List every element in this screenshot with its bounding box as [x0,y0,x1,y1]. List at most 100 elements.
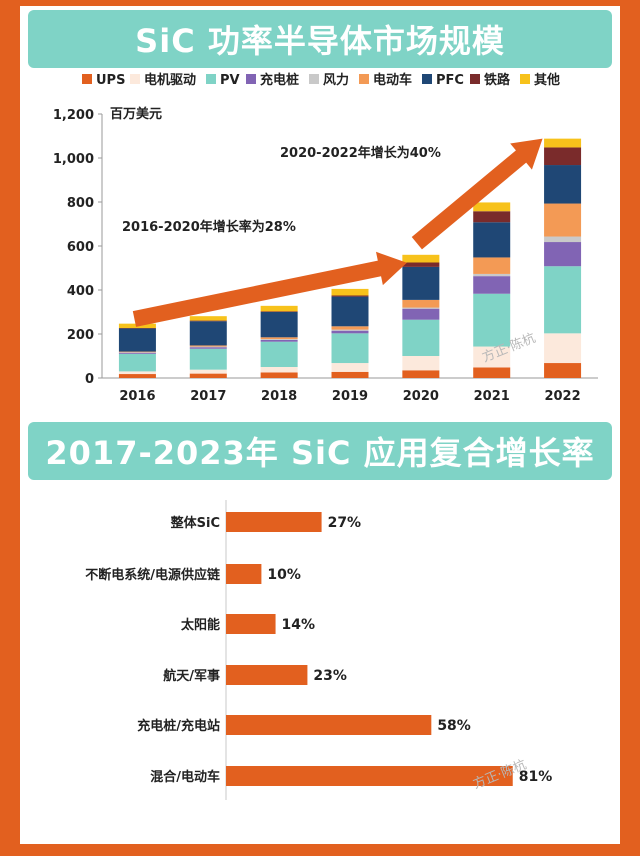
trend-arrow [132,251,407,327]
growth-chart-title: 2017-2023年 SiC 应用复合增长率 [28,422,612,480]
bar-segment-2017 [189,373,227,378]
category-label: 充电桩/充电站 [137,718,220,734]
category-label: 航天/军事 [163,668,220,684]
legend-entry: 其他 [534,72,560,88]
y-tick-label: 1,200 [53,108,94,123]
bar-segment-2022 [544,165,582,204]
x-tick-label: 2016 [119,389,155,404]
bar-segment-2016 [118,374,156,378]
legend-swatch [470,74,480,84]
bar-segment-2021 [473,367,511,378]
bar-segment-2018 [260,339,298,342]
growth-bar [226,564,262,584]
legend-entry: PFC [436,73,464,88]
x-tick-label: 2020 [403,389,439,404]
bar-segment-2021 [473,211,511,223]
legend-entry: UPS [96,73,125,88]
bar-segment-2020 [402,254,440,263]
category-label: 太阳能 [180,617,220,633]
bar-segment-2019 [331,330,369,334]
bar-segment-2020 [402,307,440,309]
legend-swatch [246,74,256,84]
legend-swatch [359,74,369,84]
bar-segment-2019 [331,329,369,331]
bar-segment-2019 [331,295,369,297]
bar-segment-2022 [544,333,582,364]
bar-segment-2017 [189,316,227,321]
bar-segment-2022 [544,203,582,237]
bar-segment-2022 [544,236,582,243]
bar-segment-2018 [260,367,298,373]
bar-segment-2019 [331,363,369,372]
y-tick-label: 400 [67,284,94,299]
bar-segment-2017 [189,346,227,348]
value-label: 23% [313,668,347,684]
category-label: 混合/电动车 [150,769,220,785]
bar-segment-2021 [473,293,511,347]
bar-segment-2018 [260,341,298,367]
value-label: 14% [282,617,316,633]
growth-bar [226,665,308,685]
y-tick-label: 800 [67,196,94,211]
annotation-label: 2020-2022年增长为40% [280,145,441,161]
stacked-bar-chart: 0 200 400 600 800 1,000 1,200 百万美元 2016 2017 2018 2… [53,106,598,404]
category-label: 不断电系统/电源供应链 [85,567,221,583]
bar-segment-2017 [189,347,227,349]
legend-entry: 电机驱动 [144,72,196,88]
bar-segment-2017 [189,348,227,370]
category-label: 整体SiC [170,515,220,531]
growth-bar [226,512,322,532]
watermark-2: 方正·陈杭 [471,756,529,792]
legend-swatch [130,74,140,84]
legend-swatch [206,74,216,84]
bar-segment-2019 [331,296,369,327]
legend-entry: PV [220,73,240,88]
x-tick-label: 2018 [261,389,297,404]
value-label: 58% [437,718,471,734]
bar-segment-2020 [402,319,440,356]
y-tick-label: 0 [85,372,94,387]
bar-segment-2017 [189,320,227,322]
bar-segment-2020 [402,262,440,267]
bar-segment-2021 [473,346,511,368]
bar-segment-2020 [402,266,440,300]
bar-segment-2021 [473,276,511,294]
bar-segment-2021 [473,222,511,258]
annotation-label: 2016-2020年增长率为28% [122,219,296,235]
bar-segment-2019 [331,288,369,296]
bar-segment-2018 [260,372,298,378]
bar-segment-2021 [473,273,511,277]
bar-segment-2021 [473,202,511,212]
bar-segment-2020 [402,356,440,371]
bar-segment-2018 [260,337,298,340]
growth-bar [226,715,432,735]
bar-segment-2022 [544,242,582,267]
bar-segment-2018 [260,339,298,340]
legend-entry: 充电桩 [260,72,299,88]
bar-segment-2022 [544,147,582,166]
bar-segment-2018 [260,305,298,312]
x-tick-label: 2021 [474,389,510,404]
y-axis-label: 百万美元 [110,106,162,122]
bar-segment-2020 [402,308,440,320]
trend-arrow [411,138,543,250]
value-label: 81% [519,769,553,785]
bar-segment-2016 [118,352,156,354]
bar-segment-2019 [331,333,369,364]
legend-entry: 电动车 [373,72,412,88]
market-chart-title: SiC 功率半导体市场规模 [28,10,612,68]
bar-segment-2016 [118,353,156,372]
bar-segment-2016 [118,351,156,353]
bar-segment-2018 [260,311,298,312]
value-label: 10% [267,567,301,583]
bar-segment-2018 [260,312,298,338]
y-tick-label: 600 [67,240,94,255]
bar-segment-2017 [189,321,227,346]
legend: UPS 电机驱动 PV 充电桩 风力 电动车 PFC 铁路 其他 [82,72,560,88]
bar-segment-2016 [118,371,156,375]
legend-entry: 铁路 [483,72,511,88]
bar-segment-2016 [118,328,156,352]
bar-segment-2017 [189,369,227,374]
bar-segment-2020 [402,370,440,378]
